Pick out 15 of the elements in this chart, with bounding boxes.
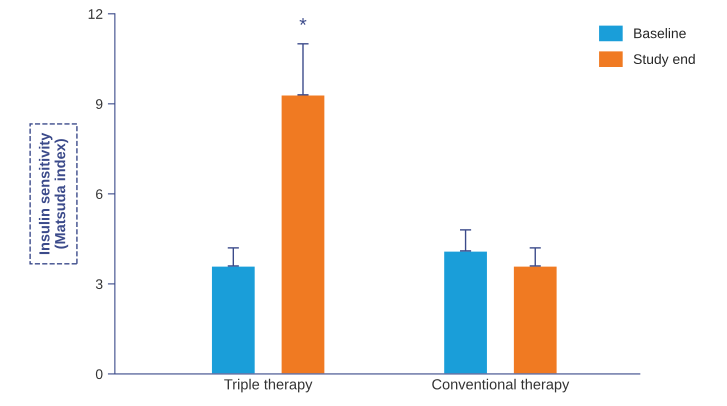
bar: [512, 265, 558, 374]
y-axis-title: Insulin sensitivity (Matsuda index): [38, 132, 68, 254]
y-tick-label: 9: [96, 99, 102, 110]
y-tick-label: 12: [88, 9, 102, 19]
y-tick-label: 0: [96, 369, 103, 380]
legend-label: Baseline: [634, 28, 686, 38]
y-tick-label: 6: [96, 189, 102, 200]
y-tick-label: 3: [96, 279, 102, 290]
x-tick-label: Conventional therapy: [432, 378, 570, 392]
bar: [280, 94, 326, 374]
legend-label: Study end: [634, 54, 695, 67]
bar: [210, 265, 256, 374]
x-tick-label: Triple therapy: [224, 378, 312, 392]
annotation: *: [300, 18, 306, 25]
bar: [442, 250, 488, 374]
